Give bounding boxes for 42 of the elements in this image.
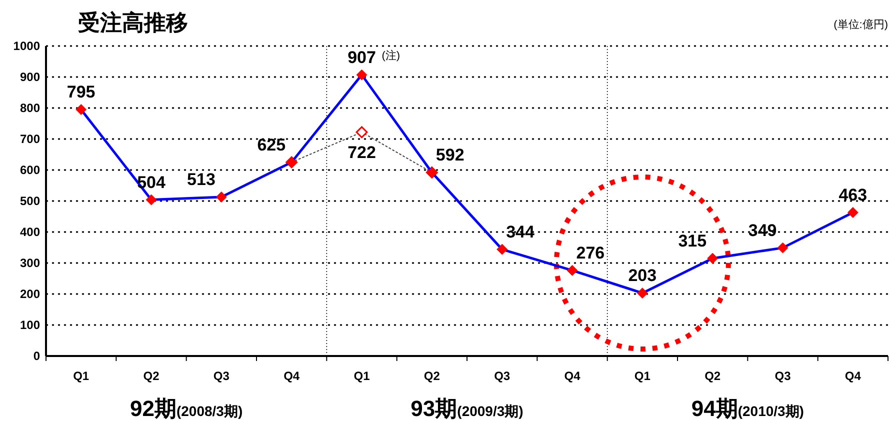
x-tick-label: Q3 bbox=[213, 369, 230, 383]
y-tick-label: 400 bbox=[20, 225, 40, 240]
data-label: 592 bbox=[436, 145, 464, 164]
y-tick-label: 800 bbox=[20, 101, 40, 116]
y-tick-label: 700 bbox=[20, 132, 40, 146]
x-tick-label: Q3 bbox=[774, 369, 792, 383]
x-tick-label: Q4 bbox=[284, 369, 300, 383]
data-label: 625 bbox=[257, 135, 286, 154]
y-tick-label: 100 bbox=[20, 318, 40, 332]
y-tick-label: 500 bbox=[20, 194, 40, 208]
x-tick-label: Q4 bbox=[564, 369, 581, 383]
text: 92期(2008/3期) bbox=[130, 396, 243, 421]
data-label: 504 bbox=[137, 172, 166, 192]
text: 93期(2009/3期) bbox=[410, 396, 524, 421]
y-tick-label: 1000 bbox=[13, 39, 40, 54]
y-tick-label: 900 bbox=[20, 70, 40, 84]
data-label: 907 bbox=[348, 48, 376, 67]
data-label: 203 bbox=[628, 266, 657, 286]
text: (単位:億円) bbox=[834, 18, 888, 31]
data-label: 349 bbox=[748, 220, 777, 240]
x-tick-label: Q1 bbox=[634, 369, 651, 383]
x-tick-label: Q1 bbox=[354, 369, 370, 383]
x-tick-label: Q1 bbox=[73, 369, 90, 383]
data-label: 463 bbox=[838, 185, 868, 204]
data-label: 513 bbox=[187, 170, 216, 189]
x-tick-label: Q2 bbox=[424, 369, 440, 383]
y-tick-label: 600 bbox=[20, 163, 40, 178]
y-tick-label: 200 bbox=[20, 287, 40, 302]
y-tick-label: 0 bbox=[33, 349, 40, 364]
x-tick-label: Q3 bbox=[494, 369, 510, 383]
data-label: 722 bbox=[348, 143, 376, 162]
x-tick-label: Q2 bbox=[143, 369, 160, 383]
data-label: 276 bbox=[576, 243, 605, 262]
annotation: (注) bbox=[382, 48, 400, 62]
data-label: 344 bbox=[506, 222, 535, 242]
data-label: 315 bbox=[678, 231, 707, 250]
text: 94期(2010/3期) bbox=[691, 396, 804, 421]
data-label: 795 bbox=[66, 82, 96, 102]
x-tick-label: Q2 bbox=[704, 369, 721, 383]
chart-title: 受注高推移 bbox=[78, 10, 188, 35]
x-tick-label: Q4 bbox=[844, 369, 862, 383]
y-tick-label: 300 bbox=[20, 256, 40, 270]
